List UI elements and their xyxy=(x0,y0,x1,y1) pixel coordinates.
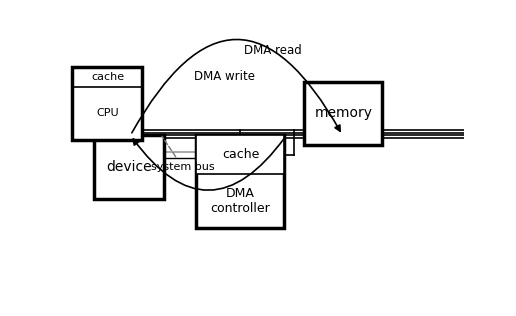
Text: memory: memory xyxy=(314,106,373,120)
Text: cache: cache xyxy=(91,72,124,82)
Bar xyxy=(72,67,142,140)
Text: system bus: system bus xyxy=(151,136,214,172)
FancyArrowPatch shape xyxy=(133,137,285,190)
Text: DMA read: DMA read xyxy=(244,44,301,57)
Bar xyxy=(197,135,284,228)
Text: device: device xyxy=(107,160,152,174)
Bar xyxy=(304,82,382,145)
Bar xyxy=(197,135,284,174)
Text: cache: cache xyxy=(222,148,259,161)
Text: CPU: CPU xyxy=(96,108,119,118)
Bar xyxy=(94,135,165,198)
Text: DMA write: DMA write xyxy=(194,70,255,83)
Text: DMA
controller: DMA controller xyxy=(211,187,270,215)
FancyArrowPatch shape xyxy=(132,40,340,133)
